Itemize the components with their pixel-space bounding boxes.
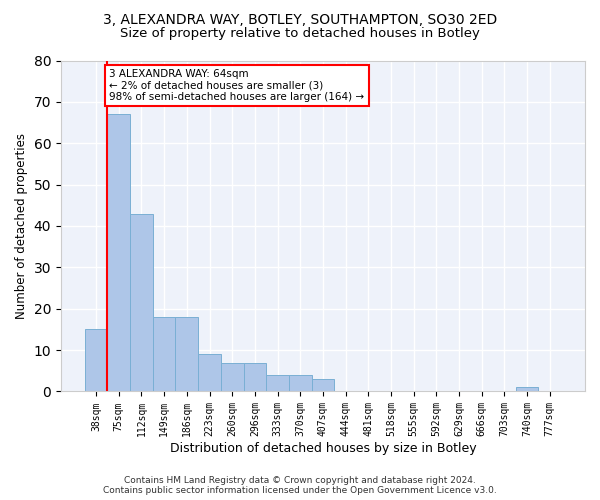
X-axis label: Distribution of detached houses by size in Botley: Distribution of detached houses by size … [170, 442, 476, 455]
Bar [289, 375, 311, 392]
Bar [175, 317, 198, 392]
Bar [107, 114, 130, 392]
Bar [221, 362, 244, 392]
Bar [516, 388, 538, 392]
Text: Contains HM Land Registry data © Crown copyright and database right 2024.
Contai: Contains HM Land Registry data © Crown c… [103, 476, 497, 495]
Bar [311, 379, 334, 392]
Bar [85, 330, 107, 392]
Bar [198, 354, 221, 392]
Text: 3, ALEXANDRA WAY, BOTLEY, SOUTHAMPTON, SO30 2ED: 3, ALEXANDRA WAY, BOTLEY, SOUTHAMPTON, S… [103, 12, 497, 26]
Bar [244, 362, 266, 392]
Text: Size of property relative to detached houses in Botley: Size of property relative to detached ho… [120, 28, 480, 40]
Bar [266, 375, 289, 392]
Text: 3 ALEXANDRA WAY: 64sqm
← 2% of detached houses are smaller (3)
98% of semi-detac: 3 ALEXANDRA WAY: 64sqm ← 2% of detached … [109, 69, 364, 102]
Bar [153, 317, 175, 392]
Bar [130, 214, 153, 392]
Y-axis label: Number of detached properties: Number of detached properties [15, 133, 28, 319]
